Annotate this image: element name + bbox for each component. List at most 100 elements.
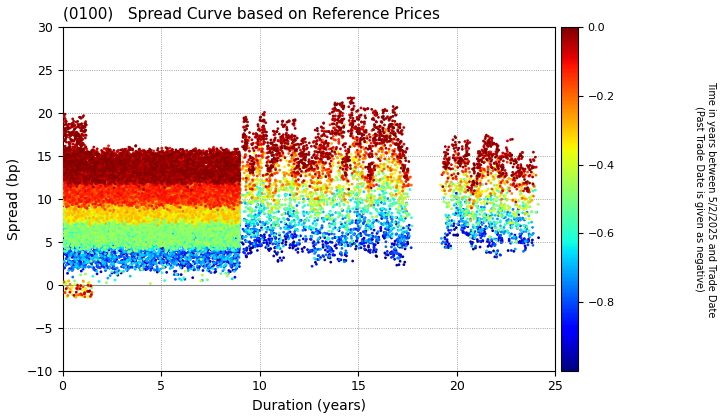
Point [58, 232, 70, 239]
Point [127, 241, 139, 248]
Point [462, 143, 473, 150]
Point [116, 182, 127, 189]
Point [183, 192, 194, 199]
Point [212, 232, 224, 239]
Point [211, 253, 222, 260]
Point [185, 251, 197, 258]
Point [68, 223, 80, 229]
Point [68, 128, 79, 135]
Point [128, 231, 140, 237]
Point [174, 199, 186, 205]
Point [163, 191, 174, 198]
Point [100, 182, 112, 189]
Point [519, 185, 531, 192]
Point [166, 229, 178, 236]
Point [174, 207, 186, 214]
Point [148, 172, 160, 179]
Point [143, 263, 155, 270]
Point [68, 172, 79, 178]
Point [212, 245, 223, 252]
Point [224, 177, 235, 184]
Point [156, 220, 168, 226]
Point [76, 205, 87, 212]
Point [135, 203, 146, 210]
Point [91, 185, 102, 192]
Point [64, 183, 76, 189]
Point [150, 189, 162, 196]
Point [91, 222, 103, 229]
Point [99, 179, 110, 186]
Point [451, 199, 463, 206]
Point [180, 235, 192, 242]
Point [76, 189, 88, 196]
Point [212, 158, 224, 165]
Point [300, 161, 311, 168]
Point [134, 189, 145, 196]
Point [60, 202, 71, 209]
Point [81, 211, 92, 218]
Point [130, 210, 141, 217]
Point [210, 202, 221, 209]
Point [66, 195, 78, 202]
Point [172, 148, 184, 155]
Point [159, 229, 171, 236]
Point [140, 236, 151, 243]
Point [140, 205, 151, 211]
Point [64, 166, 76, 173]
Point [104, 177, 115, 184]
Point [215, 178, 227, 185]
Point [120, 146, 131, 152]
Point [178, 164, 189, 171]
Point [159, 234, 171, 241]
Point [124, 255, 135, 262]
Point [94, 183, 105, 189]
Point [175, 219, 186, 226]
Point [176, 203, 187, 210]
Point [220, 194, 232, 200]
Point [184, 204, 196, 211]
Point [368, 177, 379, 184]
Point [205, 199, 217, 205]
Point [218, 200, 230, 206]
Point [154, 153, 166, 160]
Point [88, 192, 99, 199]
Point [142, 247, 153, 254]
Point [105, 237, 117, 244]
Point [207, 215, 219, 222]
Point [223, 200, 235, 206]
Point [106, 165, 117, 171]
Point [74, 262, 86, 269]
Point [193, 171, 204, 177]
Point [122, 208, 133, 215]
Point [310, 247, 321, 254]
Point [364, 236, 375, 243]
Point [215, 210, 226, 217]
Point [157, 223, 168, 229]
Point [231, 227, 243, 234]
Point [220, 221, 231, 228]
Point [58, 154, 70, 160]
Point [349, 165, 361, 171]
Point [104, 258, 115, 265]
Point [230, 181, 241, 188]
Point [150, 190, 161, 197]
Point [112, 181, 123, 188]
Point [68, 171, 79, 177]
Point [173, 255, 184, 262]
Point [67, 160, 78, 166]
Point [234, 197, 246, 204]
Point [184, 218, 196, 225]
Point [191, 171, 202, 177]
Point [233, 157, 245, 164]
Point [393, 189, 405, 196]
Point [181, 163, 193, 170]
Point [185, 213, 197, 220]
Point [109, 215, 120, 222]
Point [248, 159, 260, 165]
Point [212, 174, 224, 181]
Point [71, 248, 83, 255]
Point [256, 242, 267, 249]
Point [167, 203, 179, 210]
Point [129, 229, 140, 236]
Point [139, 167, 150, 173]
